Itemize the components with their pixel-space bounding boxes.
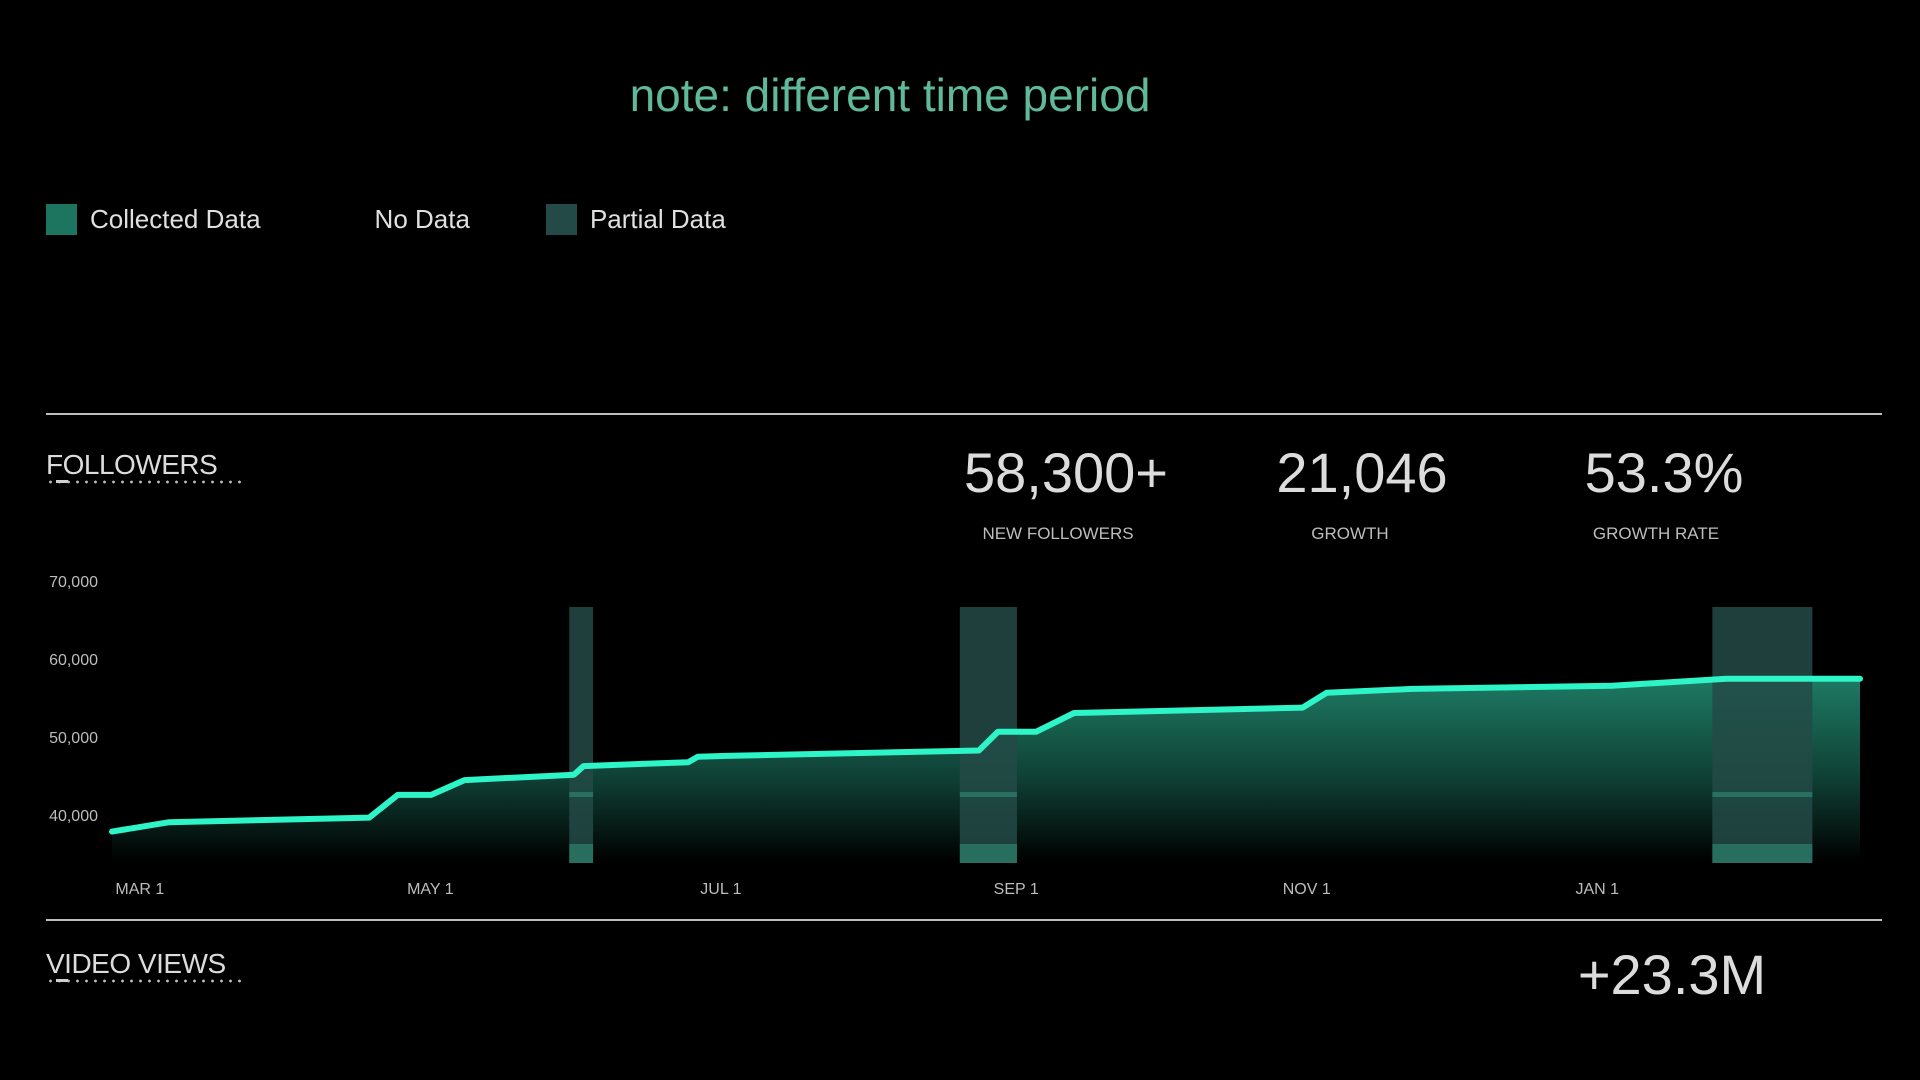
growth-value: 21,046 — [1276, 441, 1448, 504]
partial-data-band — [569, 607, 594, 863]
new-followers-value: 58,300+ — [964, 441, 1168, 504]
y-tick-label: 40,000 — [49, 808, 98, 825]
video-views-underline — [46, 979, 246, 983]
partial-band-stripe — [959, 844, 1017, 863]
partial-band-stripe — [1712, 844, 1813, 863]
x-tick-label: JUL 1 — [700, 881, 741, 898]
growth-rate-label: GROWTH RATE — [1592, 524, 1720, 543]
x-tick-label: JAN 1 — [1575, 881, 1619, 898]
followers-underline — [46, 480, 246, 484]
top-divider — [46, 413, 1882, 415]
partial-band-stripe — [1712, 792, 1813, 797]
legend-collected: Collected Data — [46, 204, 261, 235]
legend-label: No Data — [374, 204, 470, 234]
partial-swatch — [545, 204, 577, 235]
legend-no-data: No Data — [375, 204, 470, 235]
collected-swatch — [46, 204, 77, 235]
growth-rate-value: 53.3% — [1584, 441, 1744, 504]
legend-partial: Partial Data — [545, 204, 726, 235]
partial-data-band — [959, 607, 1017, 863]
followers-title[interactable]: FOLLOWERS — [46, 449, 218, 480]
x-tick-label: SEP 1 — [994, 881, 1039, 898]
x-tick-label: MAR 1 — [115, 881, 164, 898]
x-tick-label: MAY 1 — [407, 881, 454, 898]
legend-label: Partial Data — [589, 204, 726, 234]
partial-data-band — [1712, 607, 1813, 863]
partial-band-stripe — [569, 844, 594, 863]
video-views-value: +23.3M — [1577, 943, 1767, 1006]
partial-band-stripe — [569, 792, 594, 797]
x-tick-label: NOV 1 — [1283, 881, 1331, 898]
legend-label: Collected Data — [90, 204, 261, 234]
y-tick-label: 60,000 — [49, 652, 98, 669]
y-tick-label: 50,000 — [49, 730, 98, 747]
note-heading: note: different time period — [629, 69, 1151, 121]
y-tick-label: 70,000 — [49, 574, 98, 591]
bottom-divider — [46, 919, 1882, 921]
new-followers-label: NEW FOLLOWERS — [982, 524, 1134, 543]
followers-line — [109, 675, 1863, 835]
followers-chart: 70,000 60,000 50,000 40,000 MAR 1 MAY 1 JUL 1… — [49, 574, 1863, 898]
legend: Collected Data No Data Partial Data — [46, 204, 776, 235]
growth-label: GROWTH — [1311, 524, 1389, 543]
video-views-title[interactable]: VIDEO VIEWS — [46, 948, 226, 979]
partial-band-stripe — [959, 792, 1017, 797]
